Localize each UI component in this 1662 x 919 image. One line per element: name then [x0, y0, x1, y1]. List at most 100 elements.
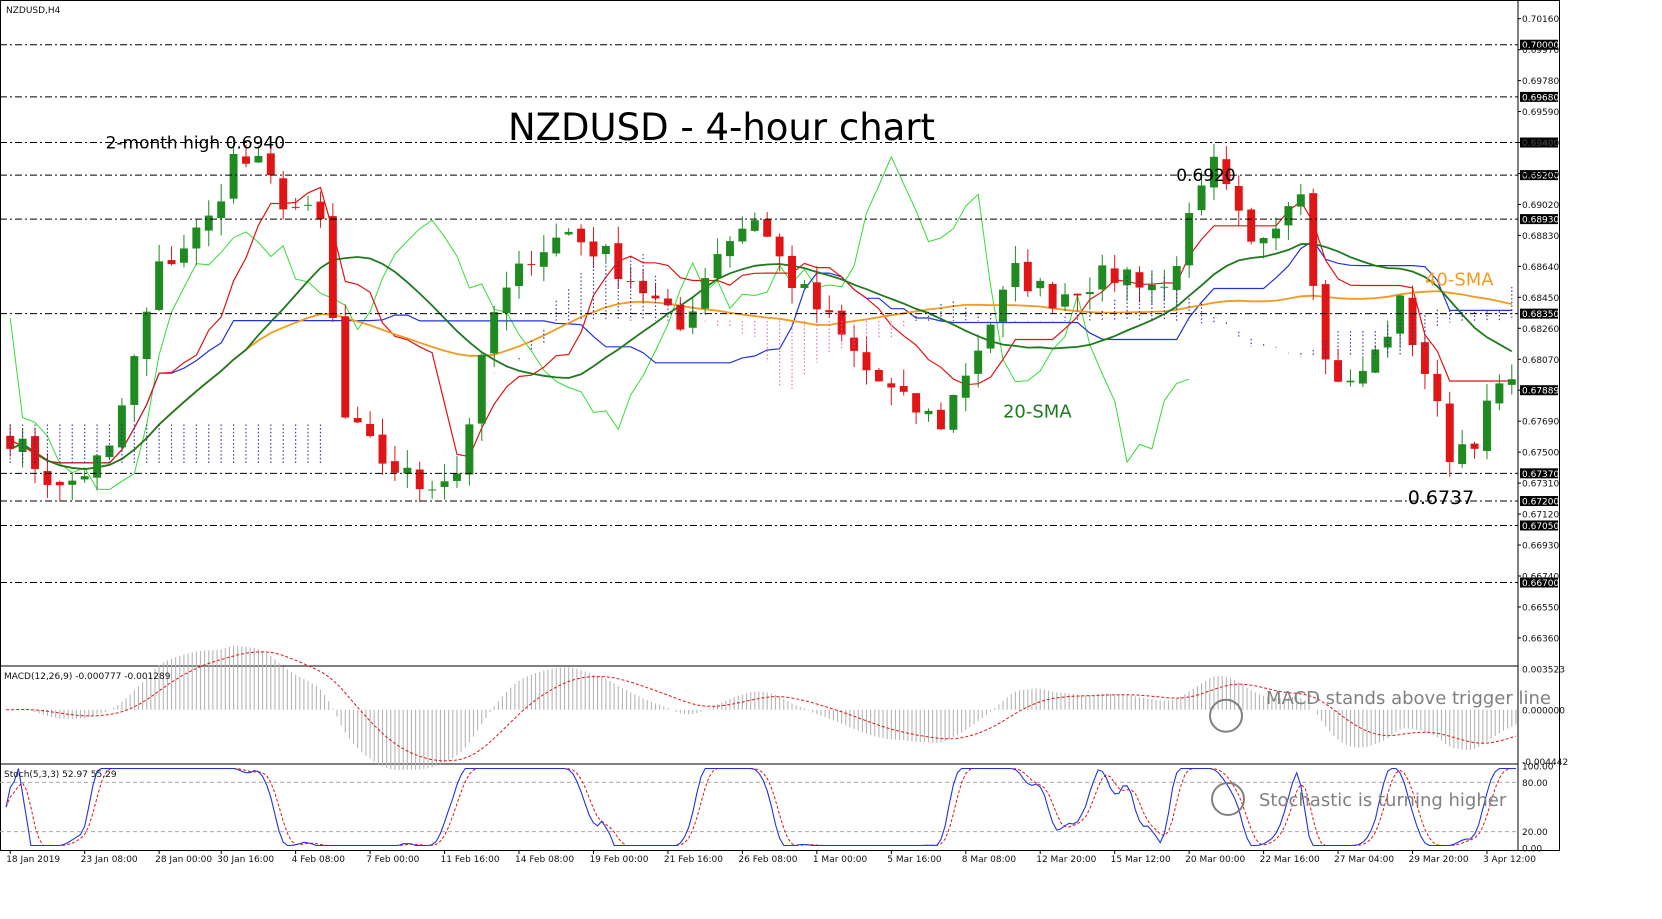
annotations: NZDUSD,H4 NZDUSD - 4-hour chart 2-month hi… [6, 6, 1494, 509]
candle [1433, 359, 1442, 417]
level-label: 0.67050 [1522, 522, 1559, 532]
price-tick-label: 0.67120 [1522, 511, 1559, 521]
candle-body [1234, 186, 1243, 211]
candle-body [1023, 261, 1032, 292]
price-tick-label: 0.66740 [1522, 573, 1559, 583]
candle [1309, 188, 1318, 301]
candle [18, 428, 27, 468]
time-tick-label: 5 Mar 16:00 [887, 855, 942, 865]
candle-body [266, 153, 275, 176]
candle-body [1507, 379, 1516, 385]
candle [1098, 254, 1107, 302]
time-tick-label: 26 Feb 08:00 [738, 855, 797, 865]
candle-body [974, 350, 983, 374]
candle [949, 394, 958, 433]
candle-body [862, 352, 871, 371]
candle-body [217, 201, 226, 219]
candle-body [1458, 444, 1467, 464]
candle [800, 279, 809, 289]
candle [812, 266, 821, 324]
candle [465, 417, 474, 486]
time-tick-label: 11 Feb 16:00 [441, 855, 500, 865]
candle-body [1135, 272, 1144, 288]
candle-body [1011, 263, 1020, 287]
candle [1023, 249, 1032, 297]
candle-body [1160, 286, 1169, 288]
candle-body [726, 241, 734, 257]
time-tick-label: 21 Feb 16:00 [664, 855, 723, 865]
candle [254, 145, 263, 164]
candle [1259, 237, 1268, 259]
candle-body [924, 410, 933, 415]
candle [204, 200, 213, 247]
macd-panel: 0.003523 0.000000 -0.004442 MACD(12,26,9) -… [4, 645, 1568, 771]
price-tick-label: 0.66550 [1522, 603, 1559, 613]
price-tick-label: 0.69780 [1522, 77, 1559, 87]
candle [1470, 441, 1479, 459]
candle-body [1433, 373, 1442, 402]
stoch-main-line [5, 767, 1516, 847]
level-label: 0.68930 [1522, 216, 1559, 226]
candle-body [676, 304, 685, 330]
stoch-tick-label: 80.00 [1522, 779, 1548, 789]
price-tick-label: 0.66930 [1522, 542, 1559, 552]
candle-body [564, 231, 573, 235]
candle-body [1247, 209, 1256, 242]
candle-body [515, 263, 523, 287]
candle-body [1470, 443, 1479, 449]
candle-body [775, 236, 784, 257]
candle-body [1259, 238, 1268, 244]
time-tick-label: 19 Feb 00:00 [589, 855, 648, 865]
candle [93, 455, 102, 491]
candle-body [490, 312, 499, 354]
level-label-box [1520, 308, 1558, 319]
price-tick-label: 0.69020 [1522, 201, 1559, 211]
annotation-label: 2-month high 0.6940 [106, 134, 285, 154]
candle [1073, 293, 1082, 312]
candle-body [68, 480, 77, 485]
candle [1371, 345, 1380, 374]
stoch-tick-label: 20.00 [1522, 828, 1548, 838]
candle-body [18, 438, 27, 453]
candle-body [1172, 266, 1181, 290]
candle-body [1346, 380, 1355, 383]
stoch-tick-label: 0.00 [1522, 845, 1542, 855]
candle [1321, 280, 1330, 375]
candle-body [800, 284, 809, 288]
time-tick-label: 7 Feb 00:00 [366, 855, 420, 865]
candle-body [1495, 383, 1504, 404]
candle-body [738, 228, 747, 242]
candle [999, 285, 1007, 338]
candlesticks [6, 139, 1516, 503]
candle-body [1296, 194, 1305, 207]
candle [1346, 369, 1355, 387]
candle-body [1098, 265, 1107, 290]
macd-annotation: MACD stands above trigger line [1266, 688, 1551, 709]
candle-body [763, 219, 772, 237]
candle-body [155, 261, 164, 310]
chart-title: NZDUSD - 4-hour chart [508, 106, 935, 149]
candle [68, 473, 77, 501]
candle-body [378, 434, 387, 464]
level-label-box [1520, 468, 1558, 479]
candle-body [204, 215, 213, 231]
candle-body [1371, 349, 1380, 373]
candle [639, 269, 648, 303]
level-label-box [1520, 39, 1558, 50]
price-axis: 0.70160 0.69970 0.69780 0.69590 0.69400 0.692… [1518, 15, 1559, 644]
time-tick-label: 18 Jan 2019 [6, 855, 60, 865]
candle [490, 305, 499, 368]
candle [1495, 374, 1504, 411]
candle [415, 461, 424, 503]
candle [1085, 277, 1094, 310]
tenkan-line [9, 186, 1512, 464]
candle [850, 325, 859, 368]
candle-body [1483, 400, 1491, 451]
price-tick-label: 0.69400 [1522, 139, 1559, 149]
candle [515, 250, 523, 299]
candle [80, 470, 89, 483]
level-label: 0.66700 [1522, 579, 1559, 589]
time-tick-label: 20 Mar 00:00 [1185, 855, 1245, 865]
candle-body [887, 383, 896, 388]
